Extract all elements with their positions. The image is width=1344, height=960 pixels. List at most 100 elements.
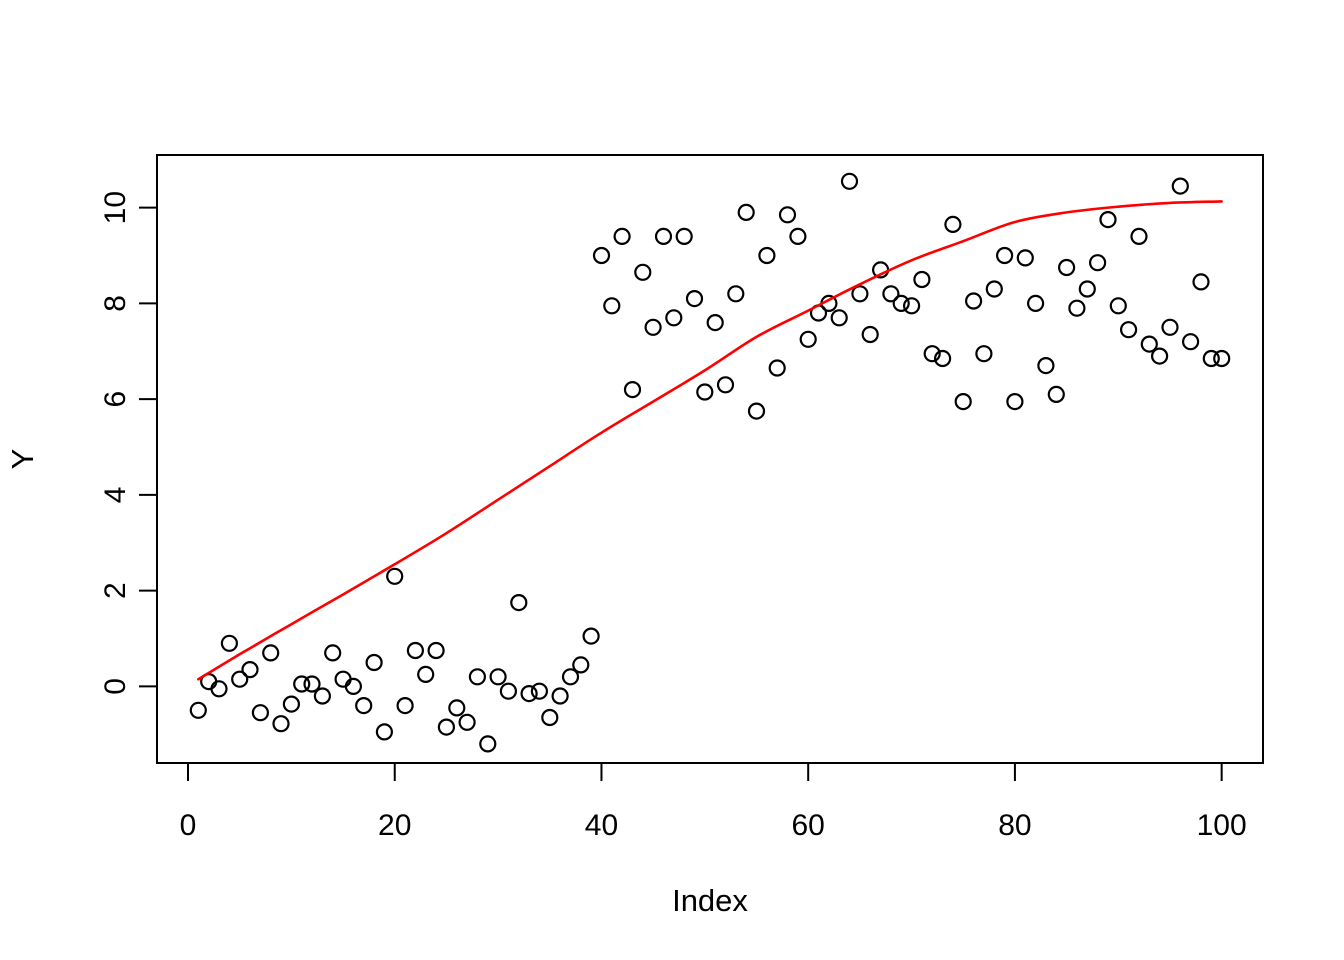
data-point — [1099, 211, 1117, 229]
data-point — [541, 708, 559, 727]
y-tick-label: 2 — [99, 582, 132, 599]
data-point — [1150, 347, 1169, 365]
data-point — [685, 290, 704, 308]
data-point — [499, 682, 517, 700]
data-point — [241, 660, 259, 679]
data-point — [479, 735, 497, 753]
data-point — [220, 634, 238, 652]
data-point — [1161, 318, 1179, 336]
data-point — [334, 670, 352, 688]
x-tick-label: 20 — [378, 809, 411, 842]
data-point — [933, 349, 952, 368]
data-point — [944, 215, 962, 233]
data-point — [861, 325, 879, 344]
data-point — [592, 246, 611, 265]
data-point — [1109, 297, 1127, 315]
data-point — [923, 345, 941, 363]
data-point — [561, 668, 580, 686]
data-point — [913, 270, 931, 289]
y-axis-title: Y — [5, 449, 40, 470]
plot-border — [156, 154, 1264, 764]
data-point — [1016, 249, 1034, 267]
data-point — [1140, 335, 1158, 353]
data-point — [189, 701, 207, 719]
data-point — [406, 641, 424, 660]
data-point — [365, 653, 383, 672]
data-point — [272, 715, 290, 733]
data-point — [303, 675, 321, 693]
data-point — [613, 227, 631, 245]
data-point — [1119, 321, 1138, 339]
data-point — [830, 309, 848, 327]
data-point — [375, 723, 393, 741]
data-point — [706, 314, 724, 332]
data-point — [427, 641, 445, 660]
data-point — [696, 383, 714, 401]
data-point — [1192, 273, 1210, 291]
data-point — [396, 696, 414, 715]
data-point — [458, 713, 476, 731]
data-point — [675, 227, 693, 245]
data-point — [510, 593, 528, 612]
data-point — [634, 263, 652, 281]
data-point — [789, 227, 807, 245]
data-point — [995, 246, 1014, 265]
data-point — [623, 381, 642, 399]
data-point — [778, 206, 797, 224]
y-tick-label: 10 — [99, 191, 132, 224]
data-point — [1006, 393, 1024, 411]
data-point — [324, 644, 342, 662]
data-point — [1181, 333, 1200, 351]
data-point — [851, 285, 869, 303]
data-point — [355, 696, 373, 715]
fit-curve — [197, 200, 1223, 681]
data-point — [654, 227, 673, 245]
data-point — [386, 567, 404, 585]
data-point — [747, 402, 766, 420]
data-point — [1037, 357, 1055, 375]
data-point — [489, 668, 507, 686]
data-point — [1047, 385, 1065, 403]
data-point — [892, 294, 910, 312]
data-point — [1130, 227, 1148, 245]
data-point — [644, 318, 662, 336]
data-point — [1026, 294, 1045, 312]
y-tick-label: 4 — [99, 487, 132, 504]
x-tick-label: 0 — [180, 809, 197, 842]
data-point — [727, 285, 745, 303]
data-point — [768, 359, 786, 377]
x-tick-label: 80 — [998, 809, 1031, 842]
data-point — [551, 687, 569, 705]
scatter-points — [189, 172, 1231, 753]
data-point — [716, 376, 735, 394]
x-tick-label: 60 — [792, 809, 825, 842]
data-point — [1171, 177, 1189, 195]
x-tick-label: 100 — [1197, 809, 1247, 842]
x-axis-title: Index — [672, 883, 748, 918]
data-point — [975, 345, 993, 363]
x-tick-label: 40 — [585, 809, 618, 842]
data-point — [1057, 258, 1076, 277]
data-point — [964, 292, 983, 310]
x-axis: 0 20 40 60 80 100 — [180, 763, 1247, 842]
data-point — [530, 682, 549, 700]
data-point — [262, 644, 280, 662]
data-point — [448, 699, 466, 717]
data-point — [293, 675, 311, 693]
data-point — [344, 677, 362, 696]
data-point — [799, 330, 817, 348]
data-point — [231, 670, 249, 688]
data-point — [520, 684, 538, 703]
data-point — [282, 695, 300, 713]
data-point — [313, 687, 331, 705]
data-point — [1213, 349, 1231, 368]
data-point — [758, 246, 776, 265]
data-point — [882, 285, 900, 303]
data-point — [1068, 299, 1086, 317]
data-point — [840, 172, 859, 190]
data-point — [1088, 254, 1107, 272]
y-tick-label: 8 — [99, 295, 132, 312]
y-tick-label: 6 — [99, 391, 132, 408]
